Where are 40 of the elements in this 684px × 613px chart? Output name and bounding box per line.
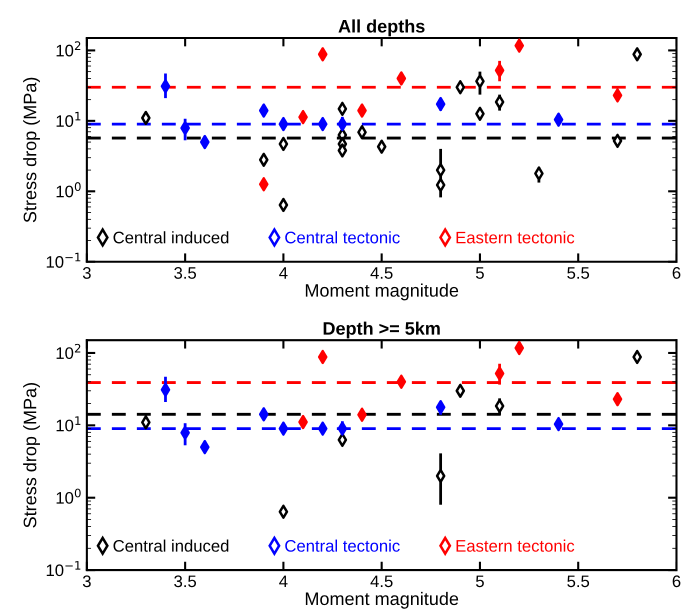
point — [258, 152, 269, 167]
point — [258, 103, 269, 118]
y-tick-label: 10$^{2}$ — [56, 344, 80, 360]
y-tick-label: 10$^{1}$ — [56, 416, 80, 432]
point — [258, 177, 269, 192]
y-tick-label: 10$^{1}$ — [56, 112, 80, 127]
y-axis-title: Stress drop (MPa) — [23, 78, 40, 222]
y-tick-label: 10$^{0}$ — [56, 488, 81, 504]
legend-label: Central tectonic — [285, 540, 400, 552]
x-tick-label: 6 — [672, 575, 680, 588]
point — [258, 407, 269, 422]
legend-label: Central induced — [114, 231, 228, 244]
legend-label: Central induced — [114, 540, 228, 552]
y-tick-label: 10$^{−1}$ — [46, 561, 80, 576]
x-tick-label: 4.5 — [370, 576, 393, 588]
point — [514, 38, 524, 53]
x-tick-label: 3.5 — [174, 267, 196, 279]
y-tick-label: 10$^{2}$ — [56, 41, 80, 56]
x-axis-title: Moment magnitude — [306, 284, 458, 300]
x-axis-title: Moment magnitude — [306, 592, 458, 609]
y-tick-label: 10$^{−1}$ — [46, 252, 80, 268]
x-tick-label: 6 — [672, 267, 680, 279]
y-tick-label: 10$^{0}$ — [56, 182, 81, 198]
x-tick-label: 4.5 — [370, 267, 393, 279]
x-tick-label: 3.5 — [174, 575, 196, 588]
point — [514, 340, 524, 356]
x-tick-label: 5.5 — [567, 267, 590, 279]
chart-title: Depth >= 5km — [324, 322, 440, 338]
x-tick-label: 3 — [82, 267, 91, 279]
x-tick-label: 5 — [476, 576, 484, 588]
legend-label: Central tectonic — [285, 231, 400, 244]
legend-label: Eastern tectonic — [456, 231, 574, 244]
chart-title: All depths — [338, 19, 425, 36]
x-tick-label: 4 — [279, 267, 288, 279]
x-tick-label: 5.5 — [567, 576, 590, 588]
x-tick-label: 4 — [279, 576, 288, 588]
x-tick-label: 5 — [476, 267, 484, 279]
legend-label: Eastern tectonic — [456, 540, 574, 552]
x-tick-label: 3 — [82, 575, 91, 588]
y-axis-title: Stress drop (MPa) — [23, 383, 40, 528]
